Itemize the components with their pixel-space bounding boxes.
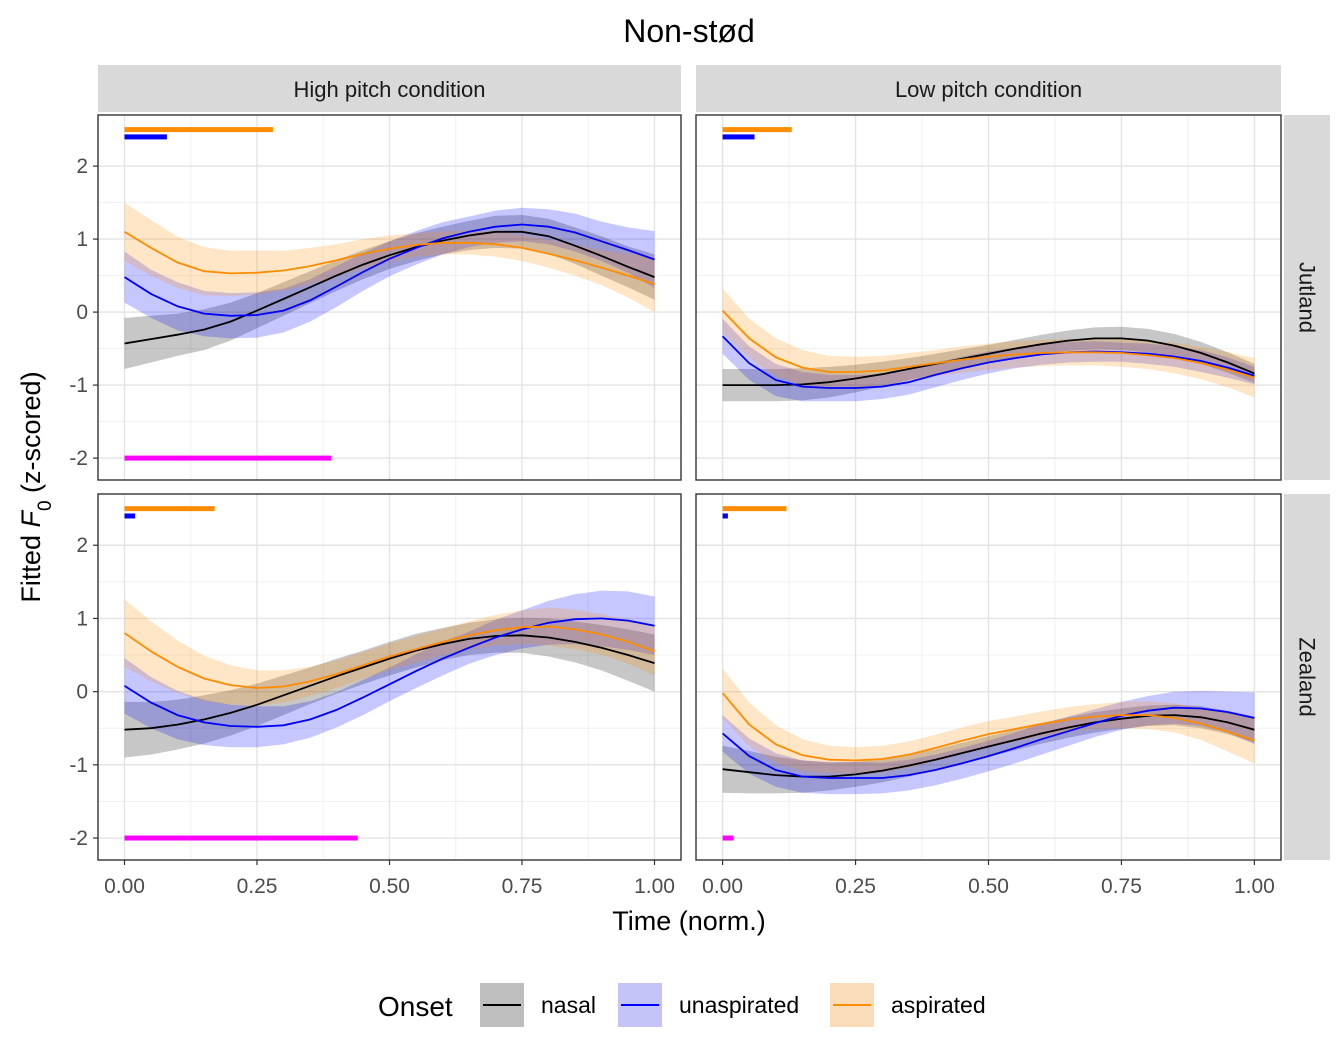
row-strip-zealand bbox=[1284, 494, 1330, 860]
y-tick-label: -2 bbox=[69, 447, 88, 470]
line-unaspirated bbox=[722, 706, 1255, 779]
y-axis-title-variable: F bbox=[16, 510, 46, 528]
y-tick-label: -2 bbox=[69, 827, 88, 850]
line-unaspirated bbox=[721, 335, 1255, 389]
y-tick-label: 0 bbox=[76, 301, 88, 324]
y-tick-label: 0 bbox=[76, 681, 88, 704]
ribbon-nasal bbox=[722, 704, 1255, 794]
line-unaspirated bbox=[124, 617, 655, 728]
panel-jutland-high-pitch-condition: -2 -1 0 1 2 bbox=[69, 114, 682, 481]
legend-label-unaspirated: unaspirated bbox=[679, 992, 799, 1018]
x-axis-title: Time (norm.) bbox=[612, 906, 766, 936]
col-strip-high-pitch-condition bbox=[98, 65, 681, 112]
x-tick-label: 0.50 bbox=[968, 875, 1009, 898]
line-nasal bbox=[124, 634, 655, 731]
ribbon-nasal bbox=[124, 215, 655, 369]
significance-bar bbox=[124, 127, 273, 133]
x-tick-label: 0.00 bbox=[104, 875, 145, 898]
y-tick-label: 1 bbox=[76, 228, 88, 251]
significance-bar bbox=[124, 513, 136, 519]
x-tick-label: 0.25 bbox=[237, 875, 278, 898]
chart-title: Non-stød bbox=[623, 13, 755, 49]
legend-label-aspirated: aspirated bbox=[891, 992, 986, 1018]
ribbon-aspirated bbox=[124, 202, 655, 313]
significance-bar bbox=[124, 134, 167, 140]
line-nasal bbox=[124, 230, 655, 345]
legend: Onset nasal unaspirated aspirated bbox=[378, 983, 986, 1027]
ribbon-unaspirated bbox=[124, 207, 655, 339]
line-nasal bbox=[722, 337, 1255, 387]
y-tick-label: 2 bbox=[76, 534, 88, 557]
x-tick-label: 0.50 bbox=[369, 875, 410, 898]
x-tick-label: 0.00 bbox=[702, 875, 743, 898]
x-tick-label: 0.25 bbox=[835, 875, 876, 898]
y-axis-title-prefix: Fitted bbox=[16, 528, 46, 603]
line-unaspirated bbox=[124, 223, 655, 317]
panel-border bbox=[695, 114, 1282, 481]
ribbon-aspirated bbox=[124, 599, 655, 706]
panel-zealand-high-pitch-condition: -2 -1 0 1 2 0.00 0.25 0.50 0.75 1.00 bbox=[69, 493, 682, 898]
x-tick-label: 0.75 bbox=[1101, 875, 1142, 898]
col-strip-low-pitch-condition bbox=[696, 65, 1281, 112]
significance-bar bbox=[124, 506, 215, 512]
y-tick-label: -1 bbox=[69, 374, 88, 397]
ribbon-nasal bbox=[722, 326, 1255, 402]
y-axis-title-subscript: 0 bbox=[35, 500, 56, 511]
row-strip-label-zealand: Zealand bbox=[1295, 637, 1320, 717]
x-tick-label: 1.00 bbox=[1234, 875, 1275, 898]
panel-jutland-low-pitch-condition bbox=[695, 114, 1282, 481]
legend-title: Onset bbox=[378, 991, 453, 1022]
significance-bar bbox=[124, 455, 332, 461]
panels: High pitch condition Low pitch condition J… bbox=[69, 65, 1330, 898]
y-tick-label: -1 bbox=[69, 754, 88, 777]
ribbon-aspirated bbox=[722, 668, 1255, 774]
col-strip-label-low-pitch-condition: Low pitch condition bbox=[895, 77, 1082, 102]
x-tick-label: 1.00 bbox=[634, 875, 675, 898]
ribbon-nasal bbox=[124, 617, 655, 758]
significance-bar bbox=[722, 513, 728, 519]
col-strip-label-high-pitch-condition: High pitch condition bbox=[293, 77, 485, 102]
panel-border bbox=[97, 114, 682, 481]
y-axis-title-suffix: (z-scored) bbox=[16, 371, 46, 500]
y-tick-label: 1 bbox=[76, 607, 88, 630]
y-axis-title: Fitted F0 (z-scored) bbox=[16, 371, 56, 602]
line-aspirated bbox=[721, 692, 1255, 762]
panel-zealand-low-pitch-condition: 0.00 0.25 0.50 0.75 1.00 bbox=[695, 493, 1282, 898]
line-aspirated bbox=[124, 231, 655, 286]
significance-bar bbox=[722, 127, 792, 133]
row-strip-label-jutland: Jutland bbox=[1295, 262, 1320, 333]
ribbon-unaspirated bbox=[722, 318, 1255, 402]
row-strip-jutland bbox=[1284, 115, 1330, 480]
line-aspirated bbox=[123, 625, 655, 689]
ribbon-aspirated bbox=[722, 288, 1255, 398]
significance-bar bbox=[722, 134, 755, 140]
significance-bar bbox=[722, 835, 734, 841]
significance-bar bbox=[124, 835, 358, 841]
legend-label-nasal: nasal bbox=[541, 992, 596, 1018]
significance-bar bbox=[722, 506, 787, 512]
x-tick-label: 0.75 bbox=[502, 875, 543, 898]
y-tick-label: 2 bbox=[76, 155, 88, 178]
line-aspirated bbox=[721, 309, 1255, 379]
